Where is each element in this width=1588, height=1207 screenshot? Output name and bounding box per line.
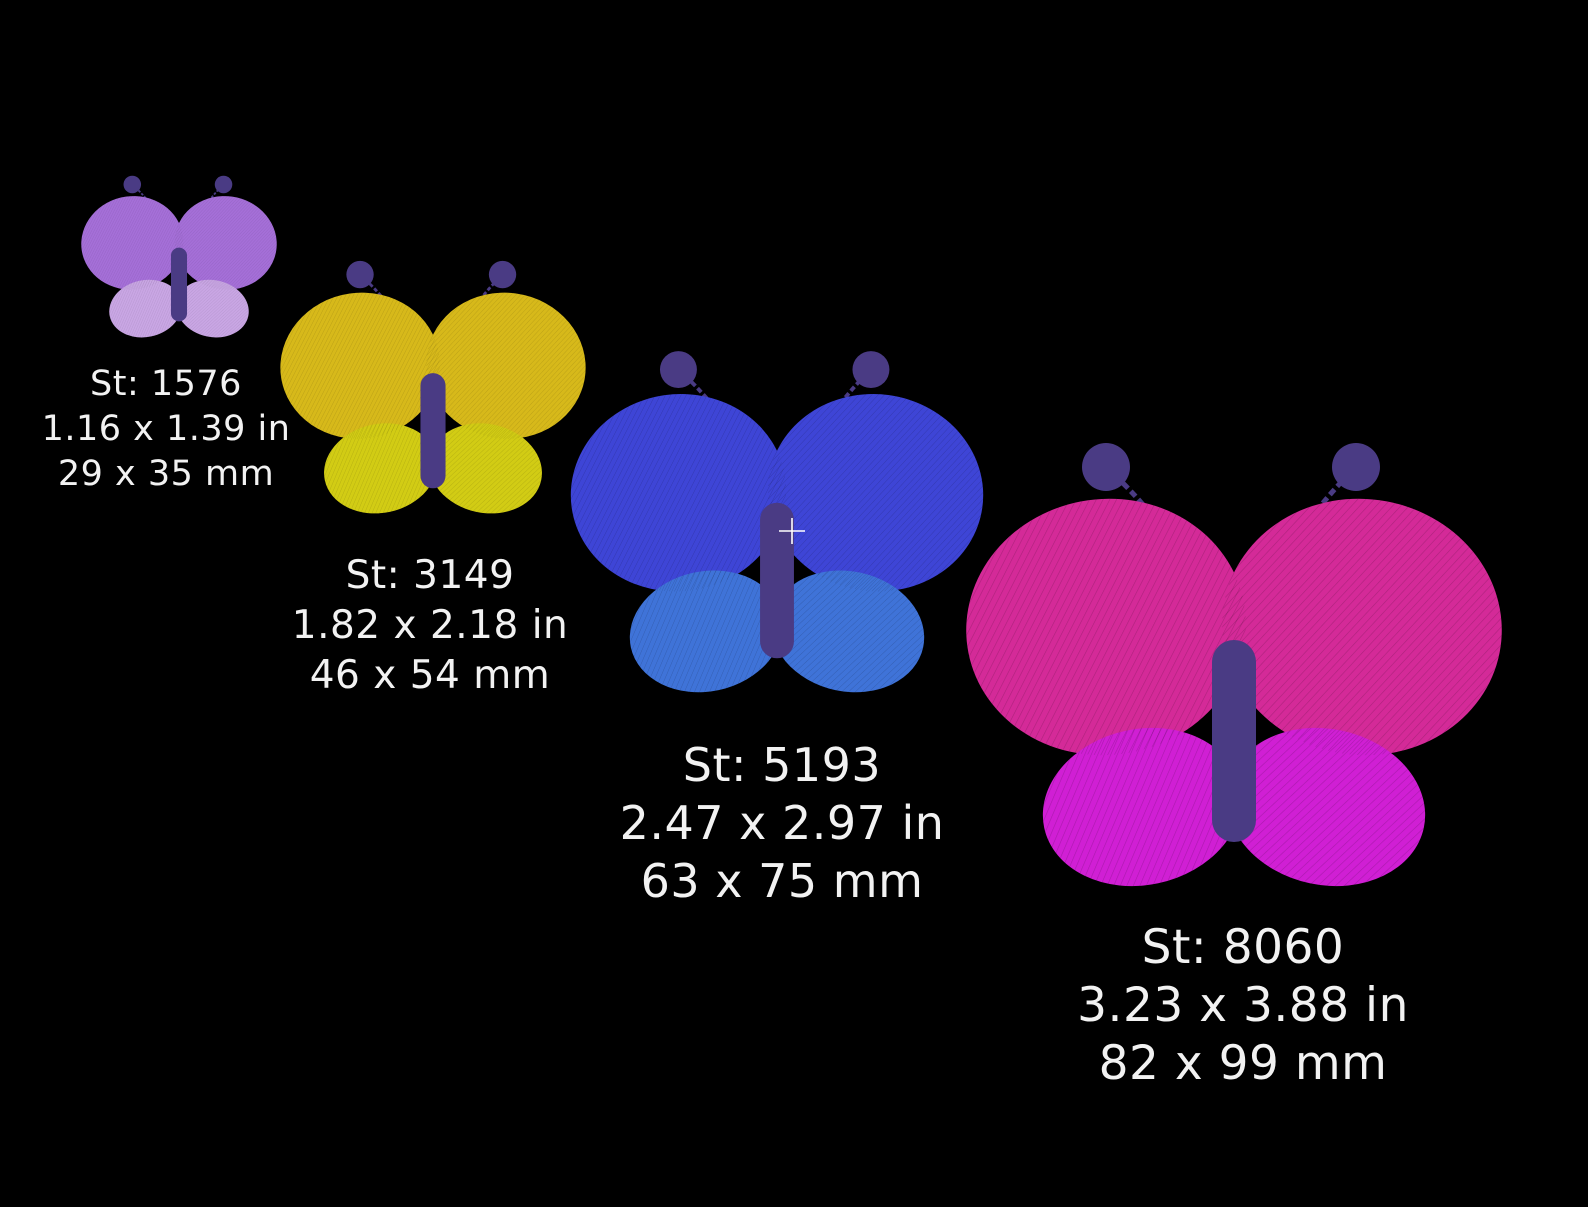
- stitch-count: St: 5193: [682, 738, 882, 792]
- butterfly-body: [1212, 640, 1256, 842]
- antenna-tip-left: [659, 351, 697, 389]
- stitch-count: St: 1576: [90, 364, 242, 404]
- size-mm: 82 x 99 mm: [1098, 1036, 1388, 1091]
- butterfly-extra-large: [966, 443, 1502, 887]
- size-inches: 1.16 x 1.39 in: [41, 409, 291, 449]
- crosshair-icon: [779, 518, 805, 544]
- butterfly-body: [170, 247, 188, 322]
- antenna-tip-left: [123, 175, 142, 194]
- size-inches: 1.82 x 2.18 in: [291, 603, 569, 648]
- design-label-medium: St: 3149 1.82 x 2.18 in 46 x 54 mm: [292, 551, 569, 701]
- antenna-tip-left: [1082, 443, 1130, 491]
- size-inches: 2.47 x 2.97 in: [619, 796, 945, 850]
- size-inches: 3.23 x 3.88 in: [1077, 978, 1409, 1033]
- butterfly-large: [570, 351, 984, 693]
- butterfly-small: [81, 175, 277, 338]
- butterfly-body: [760, 502, 794, 659]
- stitch-count: St: 8060: [1141, 920, 1345, 975]
- design-label-small: St: 1576 1.16 x 1.39 in 29 x 35 mm: [42, 362, 291, 497]
- antenna-tip-right: [852, 351, 890, 389]
- antenna-tip-right: [1332, 443, 1380, 491]
- stitch-count: St: 3149: [345, 553, 515, 598]
- size-mm: 46 x 54 mm: [309, 653, 551, 698]
- size-mm: 63 x 75 mm: [640, 854, 924, 908]
- butterfly-medium: [280, 260, 586, 514]
- design-label-large: St: 5193 2.47 x 2.97 in 63 x 75 mm: [620, 736, 945, 910]
- design-label-extra-large: St: 8060 3.23 x 3.88 in 82 x 99 mm: [1077, 919, 1409, 1093]
- size-mm: 29 x 35 mm: [57, 454, 275, 494]
- antenna-tip-left: [346, 260, 374, 289]
- butterfly-body: [420, 373, 446, 489]
- antenna-tip-right: [488, 260, 517, 289]
- antenna-tip-right: [214, 175, 233, 194]
